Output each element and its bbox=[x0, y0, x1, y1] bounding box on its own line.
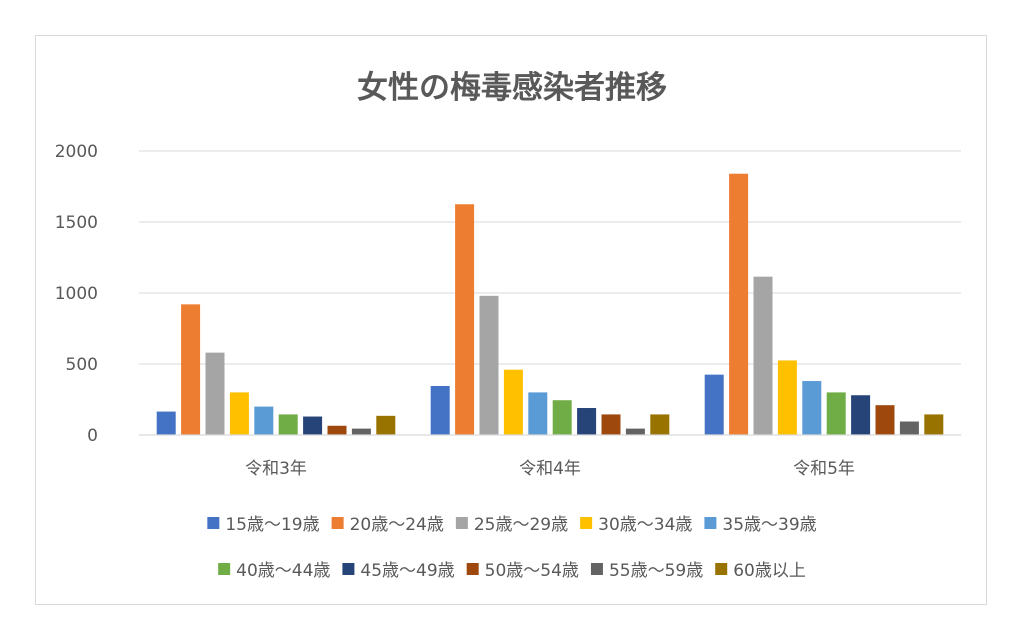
bar-3-3 bbox=[753, 276, 773, 435]
chart-title: 女性の梅毒感染者推移 bbox=[357, 70, 667, 106]
legend-label: 20歳～24歳 bbox=[350, 515, 444, 535]
bar-3-2 bbox=[729, 173, 749, 435]
bar-1-1 bbox=[156, 411, 176, 435]
bar-2-4 bbox=[503, 369, 523, 435]
bar-2-5 bbox=[528, 392, 548, 435]
legend-item: 35歳～39歳 bbox=[704, 515, 817, 535]
legend-swatch bbox=[704, 517, 717, 529]
legend-swatch bbox=[466, 563, 479, 575]
legend-item: 40歳～44歳 bbox=[218, 561, 330, 581]
bar-3-8 bbox=[875, 405, 895, 435]
bar-3-10 bbox=[924, 414, 944, 435]
category-label: 令和3年 bbox=[245, 459, 307, 479]
bar-2-1 bbox=[430, 386, 450, 435]
legend-label: 25歳～29歳 bbox=[474, 515, 568, 535]
category-labels: 令和3年 令和4年 令和5年 bbox=[245, 459, 855, 479]
category-label: 令和4年 bbox=[519, 459, 581, 479]
legend-item: 60歳以上 bbox=[715, 561, 806, 581]
bar-2-2 bbox=[455, 204, 475, 435]
bar-1-10 bbox=[376, 415, 396, 435]
y-tick-label: 2000 bbox=[55, 142, 98, 162]
legend-swatch bbox=[590, 563, 603, 575]
bar-3-9 bbox=[899, 421, 919, 435]
legend-label: 55歳～59歳 bbox=[609, 561, 703, 581]
legend-swatch bbox=[207, 517, 220, 529]
bar-3-7 bbox=[851, 395, 871, 435]
legend: 15歳～19歳 20歳～24歳 25歳～29歳 30歳～34歳 35歳～39歳 40歳～4… bbox=[207, 515, 817, 581]
bar-3-6 bbox=[826, 392, 846, 435]
bar-2-3 bbox=[479, 295, 499, 435]
legend-item: 30歳～34歳 bbox=[580, 515, 692, 535]
legend-item: 55歳～59歳 bbox=[590, 561, 703, 581]
bar-1-8 bbox=[327, 425, 347, 435]
legend-label: 40歳～44歳 bbox=[236, 561, 330, 581]
bar-2-9 bbox=[625, 428, 645, 435]
legend-swatch bbox=[218, 563, 231, 575]
y-axis-ticks: 0 500 1000 1500 2000 bbox=[55, 142, 98, 446]
bar-3-1 bbox=[704, 374, 724, 435]
bar-3-5 bbox=[802, 381, 822, 435]
bar-2-7 bbox=[577, 408, 597, 435]
bar-1-5 bbox=[254, 406, 274, 435]
legend-swatch bbox=[331, 517, 344, 529]
legend-label: 60歳以上 bbox=[733, 561, 806, 581]
legend-swatch bbox=[455, 517, 468, 529]
legend-label: 30歳～34歳 bbox=[598, 515, 692, 535]
bar-1-6 bbox=[278, 414, 298, 435]
legend-swatch bbox=[580, 517, 593, 529]
category-label: 令和5年 bbox=[793, 459, 855, 479]
bars bbox=[156, 173, 944, 435]
bar-chart: 女性の梅毒感染者推移 0 500 1000 1500 2000 令和3年 令和4年 令和5年… bbox=[55, 70, 961, 581]
bar-1-2 bbox=[181, 304, 201, 435]
bar-2-6 bbox=[552, 400, 572, 435]
bar-1-9 bbox=[351, 428, 371, 435]
legend-label: 45歳～49歳 bbox=[360, 561, 454, 581]
bar-3-4 bbox=[777, 360, 797, 435]
legend-label: 50歳～54歳 bbox=[485, 561, 579, 581]
legend-item: 25歳～29歳 bbox=[455, 515, 568, 535]
y-tick-label: 1000 bbox=[55, 284, 98, 304]
legend-item: 50歳～54歳 bbox=[466, 561, 579, 581]
bar-2-10 bbox=[650, 414, 670, 435]
legend-swatch bbox=[715, 563, 728, 575]
y-tick-label: 0 bbox=[87, 426, 98, 446]
y-tick-label: 1500 bbox=[55, 213, 98, 233]
chart-frame: 女性の梅毒感染者推移 0 500 1000 1500 2000 令和3年 令和4年 令和5年… bbox=[35, 35, 987, 605]
bar-1-4 bbox=[229, 392, 249, 435]
legend-swatch bbox=[342, 563, 355, 575]
legend-label: 35歳～39歳 bbox=[722, 515, 816, 535]
y-tick-label: 500 bbox=[66, 355, 98, 375]
gridlines bbox=[139, 150, 961, 365]
legend-item: 45歳～49歳 bbox=[342, 561, 455, 581]
legend-label: 15歳～19歳 bbox=[225, 515, 319, 535]
legend-item: 15歳～19歳 bbox=[207, 515, 320, 535]
legend-item: 20歳～24歳 bbox=[331, 515, 444, 535]
bar-2-8 bbox=[601, 414, 621, 435]
bar-1-7 bbox=[303, 416, 323, 435]
bar-1-3 bbox=[205, 352, 225, 435]
